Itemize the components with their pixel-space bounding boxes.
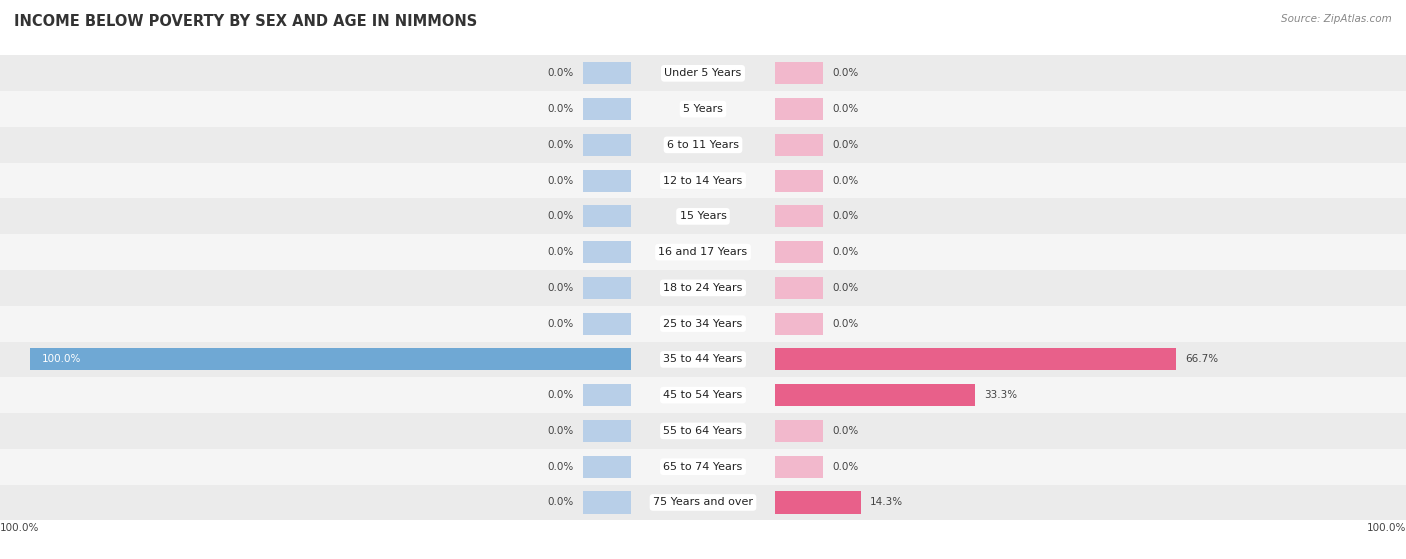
Bar (0, 342, 1406, 377)
Bar (775, 98, 823, 120)
Bar (775, 205, 823, 228)
Text: 0.0%: 0.0% (832, 104, 859, 114)
Bar (583, 277, 631, 299)
Text: 100.0%: 100.0% (1367, 523, 1406, 533)
Text: 0.0%: 0.0% (547, 390, 574, 400)
Text: 5 Years: 5 Years (683, 104, 723, 114)
Text: 0.0%: 0.0% (832, 176, 859, 186)
Bar (775, 62, 823, 84)
Bar (775, 348, 1175, 371)
Bar (0, 163, 1406, 198)
Bar (583, 491, 631, 514)
Bar (775, 420, 823, 442)
Bar (583, 456, 631, 478)
Bar (0, 449, 1406, 485)
Text: 65 to 74 Years: 65 to 74 Years (664, 462, 742, 472)
Bar (583, 384, 631, 406)
Text: 0.0%: 0.0% (832, 140, 859, 150)
Bar (583, 98, 631, 120)
Bar (30, 348, 631, 371)
Text: 75 Years and over: 75 Years and over (652, 498, 754, 508)
Bar (583, 134, 631, 156)
Text: 0.0%: 0.0% (547, 283, 574, 293)
Text: 0.0%: 0.0% (547, 319, 574, 329)
Bar (775, 134, 823, 156)
Text: 35 to 44 Years: 35 to 44 Years (664, 354, 742, 364)
Bar (775, 456, 823, 478)
Text: 45 to 54 Years: 45 to 54 Years (664, 390, 742, 400)
Text: 0.0%: 0.0% (832, 426, 859, 436)
Bar (0, 306, 1406, 342)
Bar (0, 127, 1406, 163)
Text: 0.0%: 0.0% (547, 68, 574, 78)
Bar (775, 312, 823, 335)
Text: 0.0%: 0.0% (547, 462, 574, 472)
Bar (0, 270, 1406, 306)
Bar (583, 205, 631, 228)
Bar (0, 234, 1406, 270)
Text: 0.0%: 0.0% (832, 247, 859, 257)
Text: 14.3%: 14.3% (870, 498, 903, 508)
Text: 0.0%: 0.0% (547, 211, 574, 221)
Text: 0.0%: 0.0% (832, 319, 859, 329)
Bar (775, 241, 823, 263)
Bar (775, 491, 860, 514)
Bar (583, 169, 631, 192)
Bar (0, 198, 1406, 234)
Text: Source: ZipAtlas.com: Source: ZipAtlas.com (1281, 14, 1392, 24)
Text: 0.0%: 0.0% (547, 426, 574, 436)
Text: 0.0%: 0.0% (547, 176, 574, 186)
Text: 25 to 34 Years: 25 to 34 Years (664, 319, 742, 329)
Bar (0, 485, 1406, 520)
Text: 16 and 17 Years: 16 and 17 Years (658, 247, 748, 257)
Bar (775, 384, 976, 406)
Text: 0.0%: 0.0% (832, 68, 859, 78)
Bar (0, 55, 1406, 91)
Text: 0.0%: 0.0% (832, 211, 859, 221)
Text: 12 to 14 Years: 12 to 14 Years (664, 176, 742, 186)
Text: 33.3%: 33.3% (984, 390, 1018, 400)
Text: 0.0%: 0.0% (547, 140, 574, 150)
Text: 55 to 64 Years: 55 to 64 Years (664, 426, 742, 436)
Bar (0, 91, 1406, 127)
Text: 18 to 24 Years: 18 to 24 Years (664, 283, 742, 293)
Bar (775, 277, 823, 299)
Bar (583, 420, 631, 442)
Bar (583, 62, 631, 84)
Bar (0, 413, 1406, 449)
Text: 0.0%: 0.0% (832, 283, 859, 293)
Text: 0.0%: 0.0% (547, 247, 574, 257)
Text: Under 5 Years: Under 5 Years (665, 68, 741, 78)
Text: 6 to 11 Years: 6 to 11 Years (666, 140, 740, 150)
Bar (583, 312, 631, 335)
Text: INCOME BELOW POVERTY BY SEX AND AGE IN NIMMONS: INCOME BELOW POVERTY BY SEX AND AGE IN N… (14, 14, 477, 29)
Text: 15 Years: 15 Years (679, 211, 727, 221)
Text: 100.0%: 100.0% (0, 523, 39, 533)
Bar (583, 241, 631, 263)
Bar (0, 377, 1406, 413)
Bar (775, 169, 823, 192)
Text: 0.0%: 0.0% (547, 498, 574, 508)
Text: 66.7%: 66.7% (1185, 354, 1218, 364)
Text: 0.0%: 0.0% (547, 104, 574, 114)
Text: 0.0%: 0.0% (832, 462, 859, 472)
Text: 100.0%: 100.0% (42, 354, 82, 364)
